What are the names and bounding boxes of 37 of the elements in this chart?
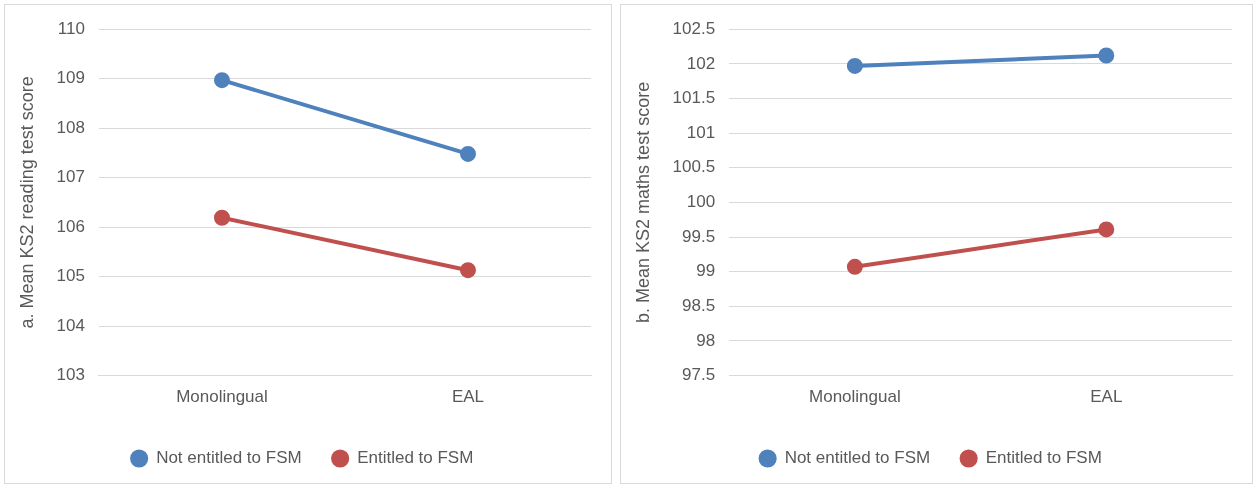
y-tick-label: 109 (56, 68, 85, 88)
legend-label: Entitled to FSM (357, 448, 474, 468)
y-tick-label: 100.5 (672, 157, 716, 177)
y-tick-label: 100 (686, 192, 716, 212)
point (213, 209, 230, 226)
x-tick-label: EAL (1090, 387, 1123, 407)
point (459, 262, 476, 279)
y-tick-label: 107 (56, 167, 85, 187)
x-tick-label: Monolingual (809, 387, 901, 407)
legend-label: Entitled to FSM (985, 448, 1102, 468)
point (846, 57, 863, 74)
y-tick-label: 101 (686, 122, 716, 142)
y-tick-label: 105 (56, 266, 85, 286)
y-tick-label: 110 (57, 18, 85, 38)
y-tick-label: 98 (696, 330, 716, 350)
legend-label: Not entitled to FSM (784, 448, 931, 468)
point (846, 258, 863, 275)
y-tick-label: 106 (56, 216, 85, 236)
y-tick-label: 99.5 (682, 226, 716, 246)
y-tick-label: 98.5 (682, 296, 716, 316)
y-tick-label: 103 (56, 365, 85, 385)
point (1098, 221, 1115, 238)
y-tick-label: 97.5 (682, 365, 716, 385)
y-tick-label: 99 (696, 261, 716, 281)
y-tick-label: 102.5 (672, 18, 716, 38)
legend-label: Not entitled to FSM (156, 448, 302, 468)
x-tick-label: EAL (451, 387, 485, 407)
y-tick-label: 108 (56, 117, 85, 137)
point (1098, 47, 1115, 64)
y-tick-label: 102 (686, 53, 716, 73)
y-axis-title: b. Mean KS2 maths test score (632, 81, 653, 323)
y-tick-label: 104 (56, 315, 85, 335)
x-tick-label: Monolingual (176, 387, 268, 407)
y-tick-label: 101.5 (672, 88, 716, 108)
point (459, 145, 476, 162)
y-axis-title: a. Mean KS2 reading test score (16, 76, 37, 329)
point (213, 72, 230, 89)
